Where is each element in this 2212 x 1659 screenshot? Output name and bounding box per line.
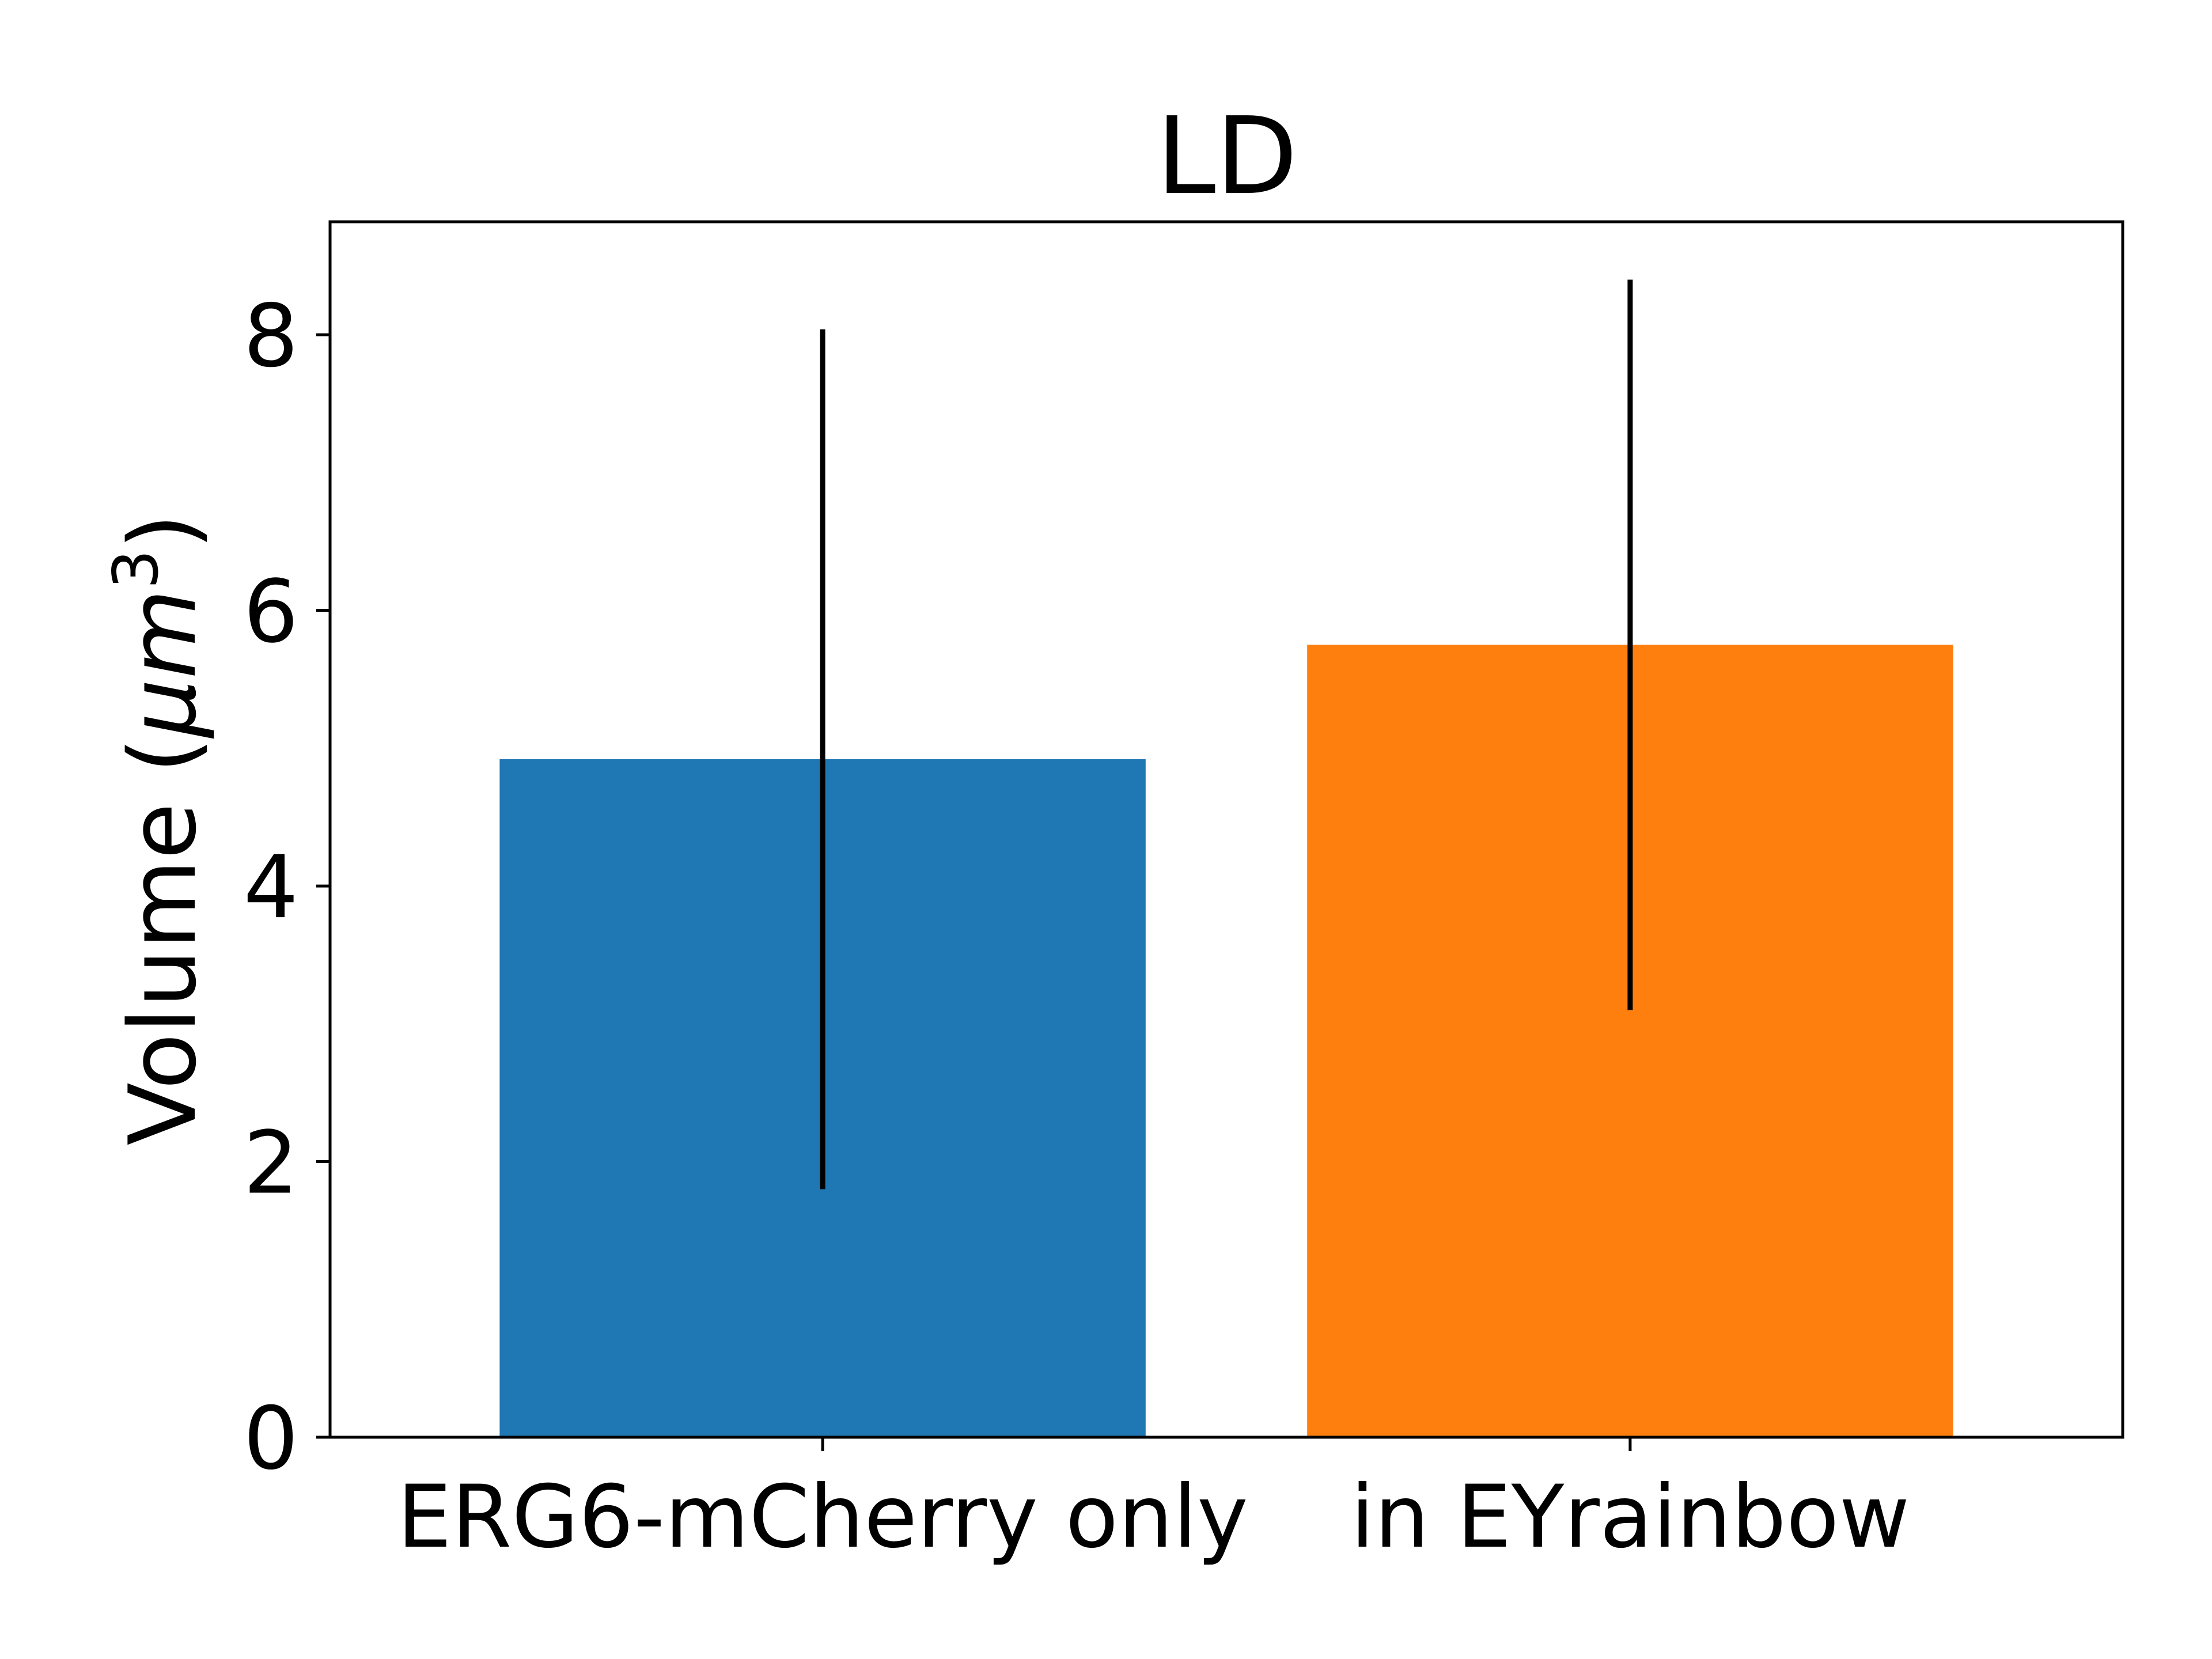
bars-layer (499, 645, 1953, 1437)
error-bars-layer (820, 279, 1633, 1190)
x-axis: ERG6-mCherry only in EYrainbow (397, 1437, 1910, 1567)
y-axis-label-close: ) (109, 513, 217, 549)
y-tick-label-2: 4 (244, 838, 298, 938)
chart-title: LD (1156, 94, 1298, 218)
y-axis: 0 2 4 6 8 (244, 286, 330, 1489)
y-axis-label-unit: m (109, 589, 217, 679)
y-axis-label: Volume (μm3) (100, 513, 217, 1145)
y-tick-label-1: 2 (244, 1113, 298, 1214)
y-axis-label-unit-greek: μ (109, 679, 217, 739)
y-tick-label-0: 0 (244, 1389, 298, 1489)
y-tick-label-4: 8 (244, 286, 298, 387)
plot-frame (328, 220, 2124, 1439)
x-tick-label-1: in EYrainbow (1350, 1467, 1910, 1567)
x-tick-label-0: ERG6-mCherry only (397, 1467, 1248, 1567)
y-axis-label-unit-superscript: 3 (100, 550, 172, 589)
y-axis-label-text: Volume ( (109, 737, 217, 1145)
y-tick-label-3: 6 (244, 562, 298, 662)
